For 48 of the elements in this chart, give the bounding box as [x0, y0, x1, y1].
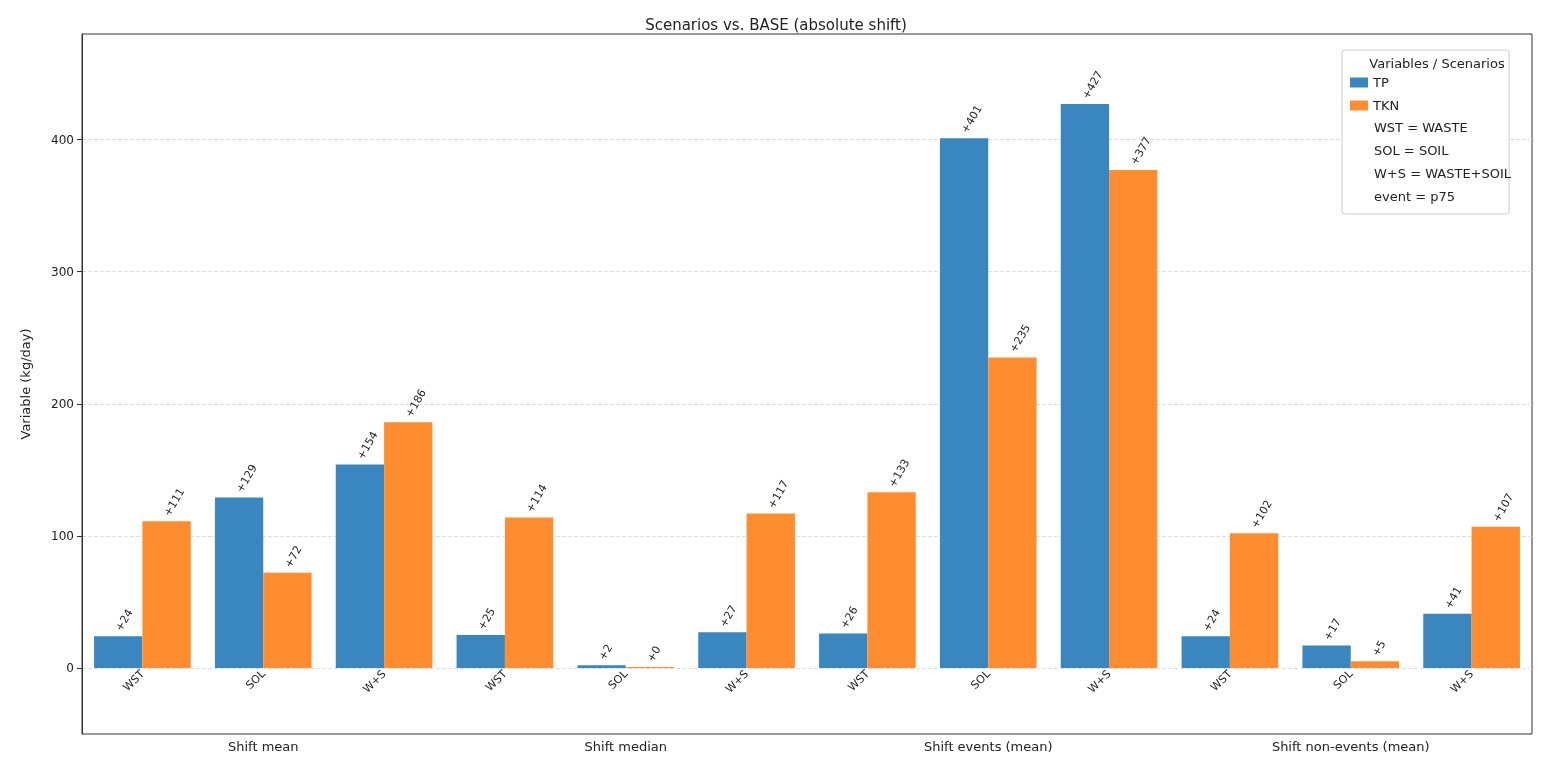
y-tick-label: 300 — [51, 264, 74, 279]
x-tick-label: SOL — [1330, 666, 1356, 692]
bar — [819, 633, 868, 668]
bar — [1109, 170, 1158, 668]
bar — [577, 665, 626, 668]
bar — [94, 636, 143, 668]
annotation: SOL = SOIL — [1374, 142, 1450, 158]
text: Shift non-events (mean) — [1271, 738, 1430, 754]
y-axis-title: Variable (kg/day) — [18, 328, 33, 440]
bar — [1471, 526, 1520, 668]
y-tick-label: 200 — [51, 396, 74, 411]
bar — [988, 357, 1037, 668]
y-tick-label: 0 — [66, 660, 74, 675]
bar — [1229, 533, 1279, 668]
annotation: event = p75 — [1374, 188, 1455, 204]
legend-title: Variables / Scenarios — [1369, 55, 1505, 71]
bar — [939, 138, 989, 668]
bar — [1350, 661, 1400, 668]
x-tick-label: SOL — [968, 666, 994, 692]
bar — [1302, 645, 1351, 668]
bar — [142, 521, 191, 668]
chart-title: Scenarios vs. BASE (absolute shift) — [645, 15, 907, 34]
bar — [1181, 636, 1230, 668]
x-tick-label: SOL — [243, 666, 269, 692]
text: Shift mean — [227, 738, 299, 754]
x-tick-label: SOL — [605, 666, 631, 692]
data-label: +5 — [1369, 638, 1389, 659]
bar — [1060, 104, 1110, 668]
bar — [698, 632, 747, 668]
bar — [746, 513, 795, 668]
data-label: +2 — [595, 642, 616, 663]
text: Shift events (mean) — [923, 738, 1053, 754]
legend-label: TP — [1372, 75, 1389, 90]
bar — [384, 422, 433, 668]
bar — [504, 517, 554, 668]
annotation: W+S = WASTE+SOIL — [1374, 165, 1512, 181]
bar — [335, 464, 385, 668]
bar — [1423, 613, 1472, 668]
bar — [867, 492, 916, 668]
data-label: +0 — [644, 643, 664, 665]
legend-label: TKN — [1372, 98, 1400, 113]
text: Shift median — [584, 738, 667, 754]
bar — [456, 634, 505, 668]
annotation: WST = WASTE — [1374, 119, 1468, 135]
y-tick-label: 100 — [51, 528, 74, 543]
bar — [214, 497, 264, 668]
bar — [263, 572, 312, 668]
y-tick-label: 400 — [51, 132, 74, 147]
